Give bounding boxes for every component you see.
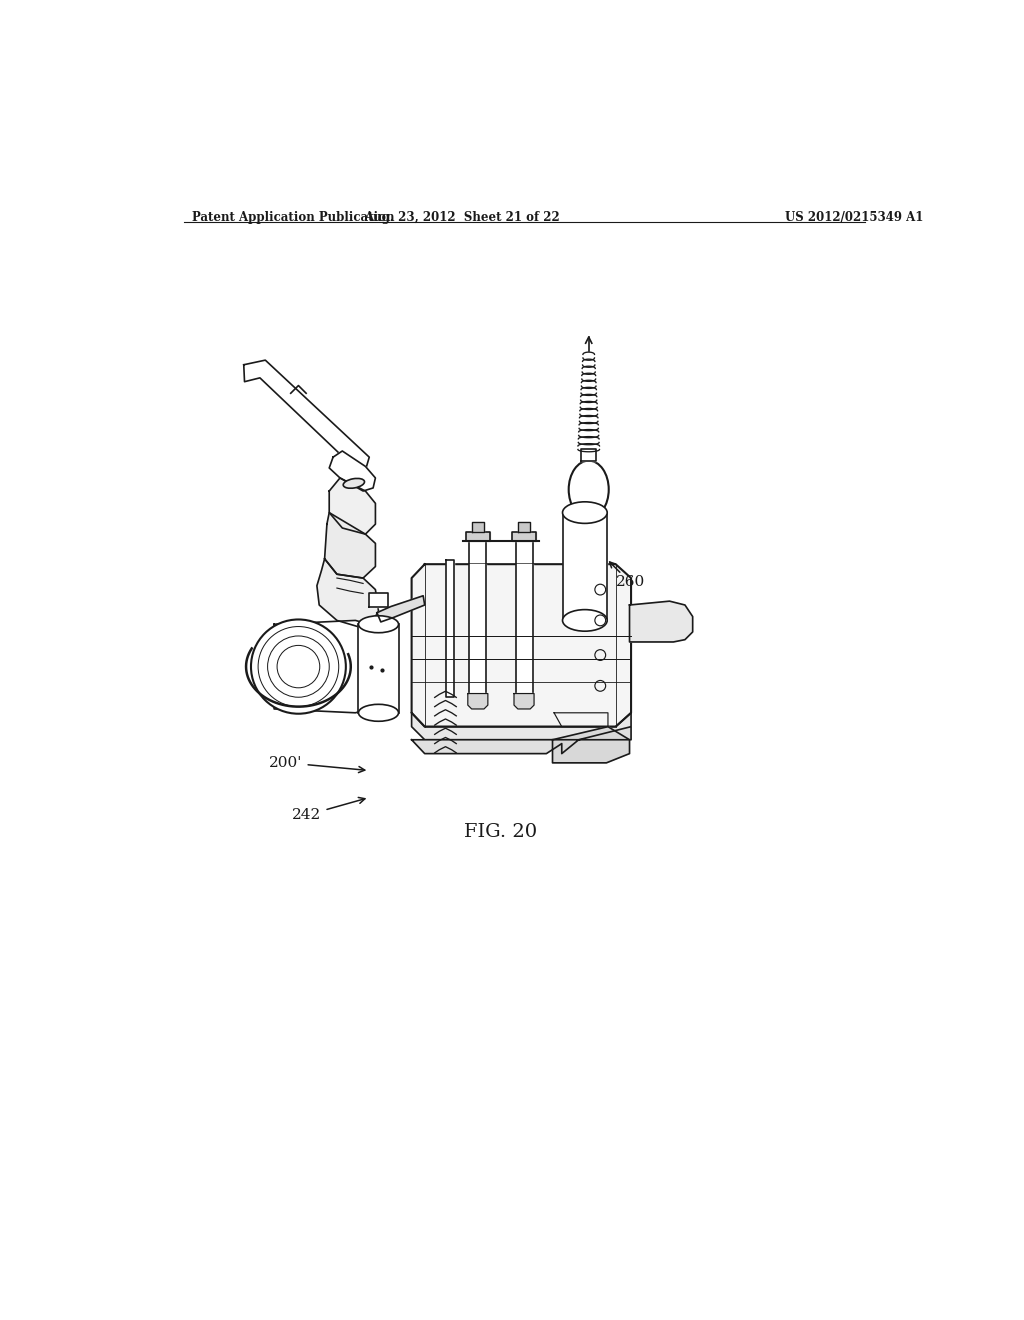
Polygon shape (472, 521, 484, 532)
Text: 260: 260 (615, 574, 645, 589)
Polygon shape (377, 595, 425, 622)
Ellipse shape (358, 615, 398, 632)
Ellipse shape (568, 461, 608, 519)
Polygon shape (518, 521, 530, 532)
Polygon shape (412, 726, 631, 754)
Polygon shape (446, 561, 454, 697)
Text: 200': 200' (269, 755, 365, 772)
Polygon shape (412, 564, 631, 726)
Polygon shape (514, 693, 535, 709)
Polygon shape (274, 620, 369, 713)
Polygon shape (512, 532, 537, 541)
Text: 242: 242 (292, 797, 365, 822)
Ellipse shape (562, 610, 607, 631)
Polygon shape (562, 512, 607, 620)
Ellipse shape (343, 478, 365, 488)
Polygon shape (370, 594, 388, 607)
Polygon shape (358, 624, 398, 713)
Text: FIG. 20: FIG. 20 (464, 824, 537, 841)
Polygon shape (325, 512, 376, 578)
Polygon shape (553, 726, 630, 763)
Polygon shape (466, 532, 490, 541)
Text: US 2012/0215349 A1: US 2012/0215349 A1 (785, 211, 924, 224)
Polygon shape (316, 558, 379, 627)
Ellipse shape (562, 502, 607, 524)
Polygon shape (630, 601, 692, 642)
Polygon shape (581, 449, 596, 461)
Polygon shape (412, 713, 631, 739)
Text: Aug. 23, 2012  Sheet 21 of 22: Aug. 23, 2012 Sheet 21 of 22 (364, 211, 559, 224)
Polygon shape (469, 564, 486, 697)
Polygon shape (468, 693, 487, 709)
Polygon shape (330, 451, 376, 491)
Ellipse shape (251, 619, 346, 714)
Text: Patent Application Publication: Patent Application Publication (193, 211, 394, 224)
Polygon shape (330, 478, 376, 535)
Polygon shape (515, 564, 532, 697)
Polygon shape (244, 360, 370, 470)
Ellipse shape (358, 705, 398, 721)
